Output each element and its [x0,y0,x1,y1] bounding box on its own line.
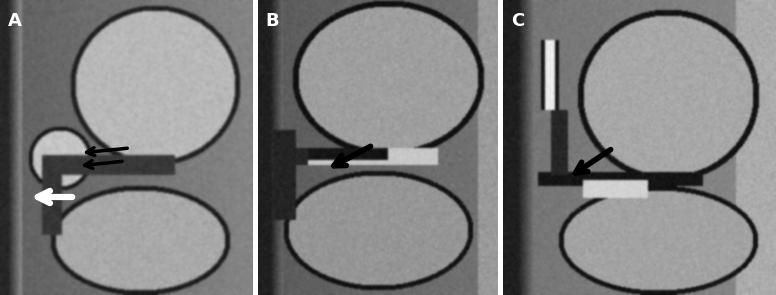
Text: B: B [265,12,279,30]
Text: C: C [511,12,525,30]
Text: A: A [8,12,22,30]
